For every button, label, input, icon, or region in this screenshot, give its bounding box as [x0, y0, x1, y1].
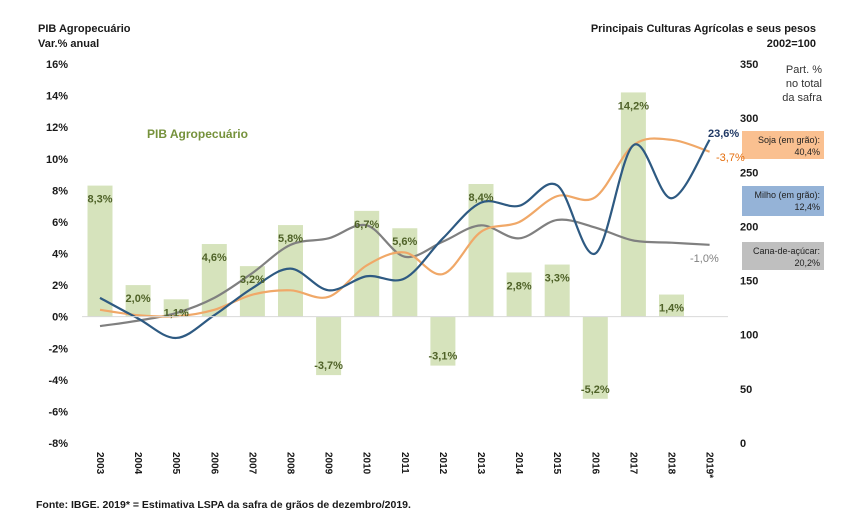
pib-bar-label: 14,2% — [618, 100, 649, 112]
pib-bar-label: 3,3% — [545, 273, 570, 285]
left-tick-label: 16% — [46, 59, 68, 71]
pib-bar-label: 3,2% — [240, 274, 265, 286]
axes-group: 16% 14% 12% 10% 8% 6% 4% 2% 0% -2% -4% -6% -8% 350 300… — [46, 59, 758, 478]
left-tick-label: 6% — [52, 217, 68, 229]
legend-soja: Soja (em grão): 40,4% — [742, 131, 824, 159]
x-tick-label: 2006 — [208, 452, 219, 475]
left-tick-label: 12% — [46, 122, 68, 134]
left-tick-label: 2% — [52, 280, 68, 292]
pib-bar — [316, 316, 342, 376]
milho-line — [99, 139, 711, 340]
pib-bar-label: 5,6% — [392, 236, 417, 248]
x-tick-label: 2007 — [246, 452, 257, 475]
pib-bar — [659, 294, 684, 317]
pib-bar-label: 1,4% — [659, 303, 684, 315]
pib-bar-label: 2,0% — [126, 293, 151, 305]
right-tick-label: 250 — [740, 167, 758, 179]
legend-milho-name: Milho (em grão): — [754, 190, 820, 200]
left-tick-label: 14% — [46, 91, 68, 103]
right-tick-label: 350 — [740, 59, 758, 71]
legend-cana-name: Cana-de-açúcar: — [752, 246, 820, 256]
right-axis-title-line1: Principais Culturas Agrícolas e seus pes… — [590, 23, 816, 35]
x-tick-label: 2003 — [94, 452, 105, 475]
pib-bar-label: -3,1% — [429, 351, 458, 363]
right-tick-label: 200 — [740, 221, 758, 233]
left-axis-title: PIB Agropecuário Var.% anual — [38, 22, 131, 52]
pib-bar — [430, 316, 456, 366]
pib-bar — [87, 185, 113, 317]
right-tick-label: 100 — [740, 330, 758, 342]
soja-line — [99, 137, 710, 318]
x-tick-label: 2016 — [589, 452, 600, 475]
left-tick-label: -8% — [48, 438, 68, 450]
cana-end-label: -1,0% — [690, 253, 719, 265]
legend-cana-share: 20,2% — [794, 258, 820, 268]
pib-bar-label: 6,7% — [354, 219, 379, 231]
x-tick-label: 2018 — [666, 452, 677, 475]
x-tick-label: 2008 — [285, 452, 296, 475]
right-axis-title-line2: 2002=100 — [766, 38, 816, 50]
x-tick-label: 2010 — [361, 452, 372, 475]
x-tick-label: 2014 — [513, 452, 524, 475]
legend-soja-share: 40,4% — [794, 147, 820, 157]
pib-bar-label: 1,1% — [164, 307, 189, 319]
x-tick-label: 2004 — [132, 452, 143, 475]
left-tick-label: -6% — [48, 406, 68, 418]
x-tick-label: 2017 — [627, 452, 638, 475]
right-tick-label: 50 — [740, 384, 752, 396]
pib-bar — [239, 266, 265, 317]
legend-milho: Milho (em grão): 12,4% — [742, 186, 824, 216]
soja-end-label: -3,7% — [716, 152, 745, 164]
pib-bar — [544, 264, 570, 317]
share-label: Part. % no total da safra — [782, 63, 822, 105]
pib-bar-label: 8,4% — [468, 192, 493, 204]
left-axis-title-line1: PIB Agropecuário — [38, 23, 131, 35]
pib-bar-label: 4,6% — [202, 252, 227, 264]
x-tick-label: 2015 — [551, 452, 562, 475]
pib-bar — [125, 285, 151, 317]
left-axis-title-line2: Var.% anual — [38, 38, 100, 50]
left-tick-label: 8% — [52, 185, 68, 197]
right-axis-title: Principais Culturas Agrícolas e seus pes… — [591, 22, 816, 52]
legend-soja-name: Soja (em grão): — [757, 135, 820, 145]
left-tick-label: 0% — [52, 312, 68, 324]
source-note: Fonte: IBGE. 2019* = Estimativa LSPA da … — [36, 499, 411, 511]
x-tick-label: 2009 — [323, 452, 334, 475]
share-label-line1: Part. % — [785, 64, 822, 76]
pib-bar-label: 8,3% — [87, 194, 112, 206]
right-tick-label: 300 — [740, 113, 758, 125]
pib-bar — [506, 272, 532, 317]
x-tick-label: 2013 — [475, 452, 486, 475]
right-tick-label: 150 — [740, 276, 758, 288]
legend-milho-share: 12,4% — [794, 202, 820, 212]
share-label-line2: no total — [785, 78, 822, 90]
pib-bar — [201, 244, 227, 317]
lines-group — [99, 137, 711, 340]
pib-bar — [620, 92, 646, 317]
pib-bar-label: -3,7% — [314, 360, 343, 372]
pib-bar — [582, 316, 608, 399]
left-tick-label: 4% — [52, 249, 68, 261]
x-tick-label: 2012 — [437, 452, 448, 475]
inline-series-label: PIB Agropecuário — [147, 127, 248, 141]
x-tick-label: 2019* — [704, 452, 715, 478]
pib-bar — [163, 299, 189, 317]
pib-bar-label: 5,8% — [278, 233, 303, 245]
left-tick-label: -2% — [48, 343, 68, 355]
right-tick-label: 0 — [740, 438, 746, 450]
x-tick-label: 2011 — [399, 452, 410, 474]
left-tick-label: -4% — [48, 375, 68, 387]
milho-end-label: 23,6% — [708, 128, 739, 140]
left-tick-label: 10% — [46, 154, 68, 166]
pib-bar — [354, 210, 380, 317]
labels-group: 8,3% 2,0% 1,1% 4,6% 3,2% 5,8% -3,7% 6,7% 5,6% -3,… — [87, 100, 744, 395]
share-label-line3: da safra — [782, 92, 822, 104]
pib-bar — [468, 184, 494, 317]
legend-cana: Cana-de-açúcar: 20,2% — [742, 242, 824, 270]
x-tick-label: 2005 — [170, 452, 181, 475]
pib-bar-label: -5,2% — [581, 384, 610, 396]
pib-bar-label: 2,8% — [507, 280, 532, 292]
